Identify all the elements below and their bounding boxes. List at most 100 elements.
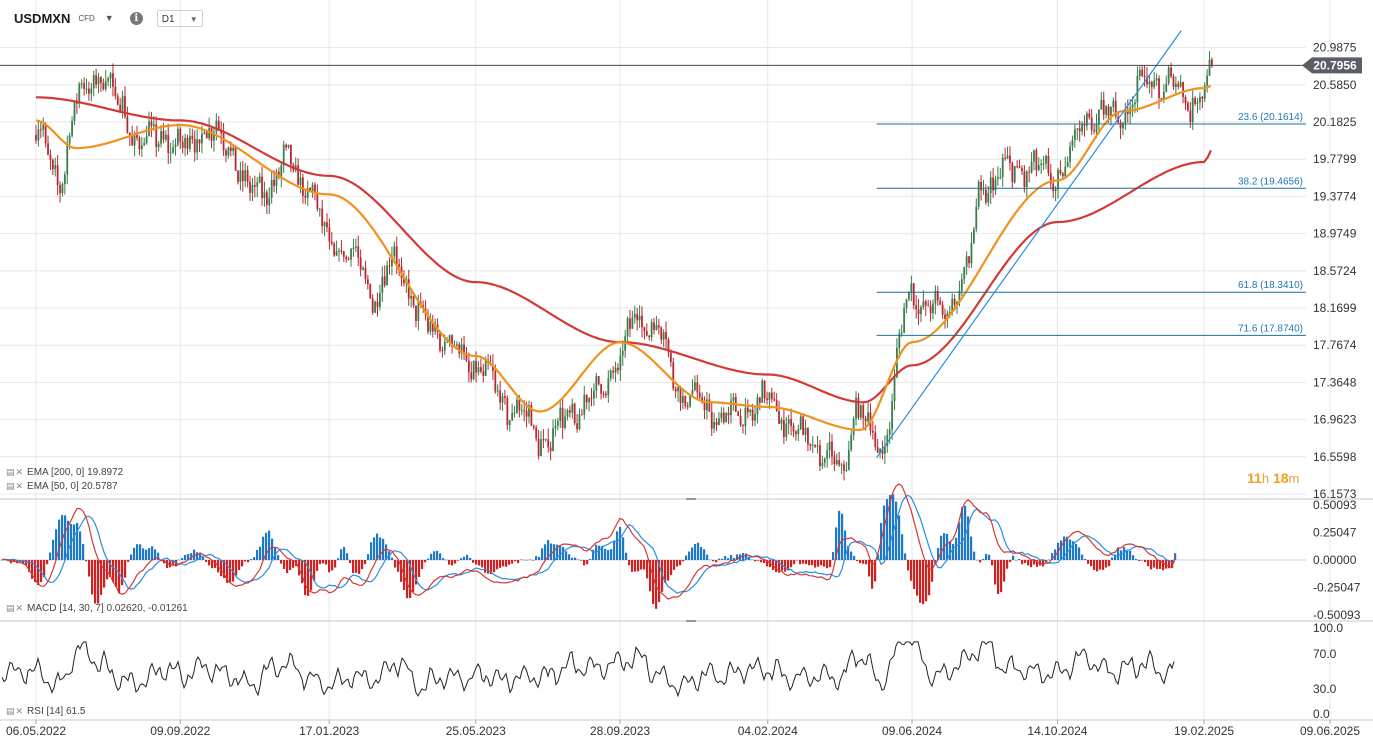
y-axis-tick-label: 18.9749: [1313, 227, 1357, 241]
macd-histogram-bar: [109, 560, 112, 577]
macd-histogram-bar: [970, 536, 973, 560]
candle-body: [311, 184, 314, 192]
candle: [1071, 135, 1074, 152]
macd-histogram-bar: [964, 505, 967, 560]
symbol-dropdown-icon[interactable]: ▼: [104, 13, 114, 23]
candle-body: [128, 132, 131, 136]
candle-body: [273, 179, 275, 186]
candle-body: [619, 355, 622, 371]
macd-histogram-bar: [508, 560, 511, 565]
candle: [939, 296, 942, 306]
macd-histogram-bar: [613, 540, 616, 560]
candle: [1098, 109, 1100, 133]
macd-histogram-bar: [82, 544, 85, 560]
candle: [578, 408, 581, 431]
legend-rsi[interactable]: ▤✕ RSI [14] 61.5: [6, 706, 85, 717]
candle-body: [540, 439, 542, 457]
legend-ema200[interactable]: ▤✕ EMA [200, 0] 19.8972: [6, 467, 123, 478]
x-axis-tick-label: 17.01.2023: [299, 724, 359, 738]
candle-body: [963, 266, 966, 280]
candle: [391, 246, 393, 276]
candle: [124, 86, 126, 120]
candle-body: [350, 248, 352, 260]
candle: [831, 434, 833, 465]
candle: [107, 76, 110, 87]
macd-histogram-bar: [178, 559, 181, 561]
candle-body: [150, 121, 153, 127]
macd-histogram-bar: [1114, 554, 1117, 560]
candle-body: [888, 429, 891, 435]
x-axis-tick-label: 04.02.2024: [738, 724, 798, 738]
macd-histogram-bar: [532, 560, 535, 561]
macd-histogram-bar: [568, 554, 571, 560]
candle-body: [703, 400, 706, 411]
candle-body: [544, 439, 547, 441]
candle: [657, 318, 660, 335]
settings-icon[interactable]: ▤✕: [6, 481, 25, 491]
legend-macd[interactable]: ▤✕ MACD [14, 30, 7] 0.02620, -0.01261: [6, 603, 188, 614]
candle: [874, 425, 877, 451]
candle: [903, 302, 906, 334]
macd-histogram-bar: [670, 560, 673, 576]
candle: [441, 346, 444, 358]
macd-histogram-bar: [949, 541, 952, 560]
candle-body: [54, 165, 57, 170]
candle: [1009, 146, 1011, 171]
candle-body: [1045, 155, 1047, 164]
candle-body: [427, 314, 429, 332]
candle: [338, 247, 340, 262]
candle: [1201, 95, 1204, 108]
macd-histogram-bar: [451, 560, 454, 566]
candle: [975, 198, 978, 233]
timeframe-select[interactable]: D1 ▼: [156, 9, 203, 27]
candle-body: [1208, 59, 1211, 76]
macd-histogram-bar: [424, 560, 427, 563]
candle-body: [85, 88, 88, 90]
settings-icon[interactable]: ▤✕: [6, 706, 25, 716]
candle: [342, 250, 345, 263]
macd-histogram-bar: [412, 560, 415, 593]
candle: [357, 235, 360, 267]
candle-body: [746, 407, 749, 413]
candle: [1165, 75, 1168, 93]
settings-icon[interactable]: ▤✕: [6, 603, 25, 613]
candle: [116, 93, 119, 106]
legend-ema50[interactable]: ▤✕ EMA [50, 0] 20.5787: [6, 481, 118, 492]
candle: [1177, 80, 1180, 90]
candle-body: [44, 124, 47, 144]
countdown-minutes: 18: [1272, 470, 1289, 486]
candle-body: [302, 177, 304, 196]
candle-body: [819, 445, 821, 467]
candle-body: [388, 265, 391, 267]
candle-body: [395, 246, 398, 265]
macd-histogram-bar: [94, 560, 97, 604]
candle: [410, 290, 413, 308]
candle-body: [775, 400, 778, 412]
macd-histogram-bar: [724, 556, 727, 560]
candle-body: [347, 259, 350, 261]
symbol-title[interactable]: USDMXN: [14, 10, 71, 26]
candle-body: [1112, 100, 1115, 108]
info-icon[interactable]: i: [129, 11, 143, 25]
candle-body: [470, 372, 473, 380]
candle: [972, 226, 975, 245]
macd-histogram-bar: [940, 535, 943, 560]
candle: [44, 122, 47, 148]
candle-body: [107, 78, 110, 82]
candle-body: [415, 305, 417, 321]
fib-level-label: 71.6 (17.8740): [1238, 323, 1303, 334]
macd-histogram-bar: [652, 560, 655, 605]
candle-body: [999, 176, 1002, 178]
candle: [1136, 66, 1139, 113]
macd-histogram-bar: [1174, 553, 1177, 560]
settings-icon[interactable]: ▤✕: [6, 467, 25, 477]
candle: [987, 186, 990, 207]
candle: [1088, 108, 1091, 120]
macd-histogram-bar: [463, 556, 466, 560]
candle: [607, 370, 610, 403]
macd-histogram-bar: [547, 540, 550, 560]
candle-body: [249, 181, 251, 193]
rsi-axis-tick-label: 70.0: [1313, 647, 1337, 661]
